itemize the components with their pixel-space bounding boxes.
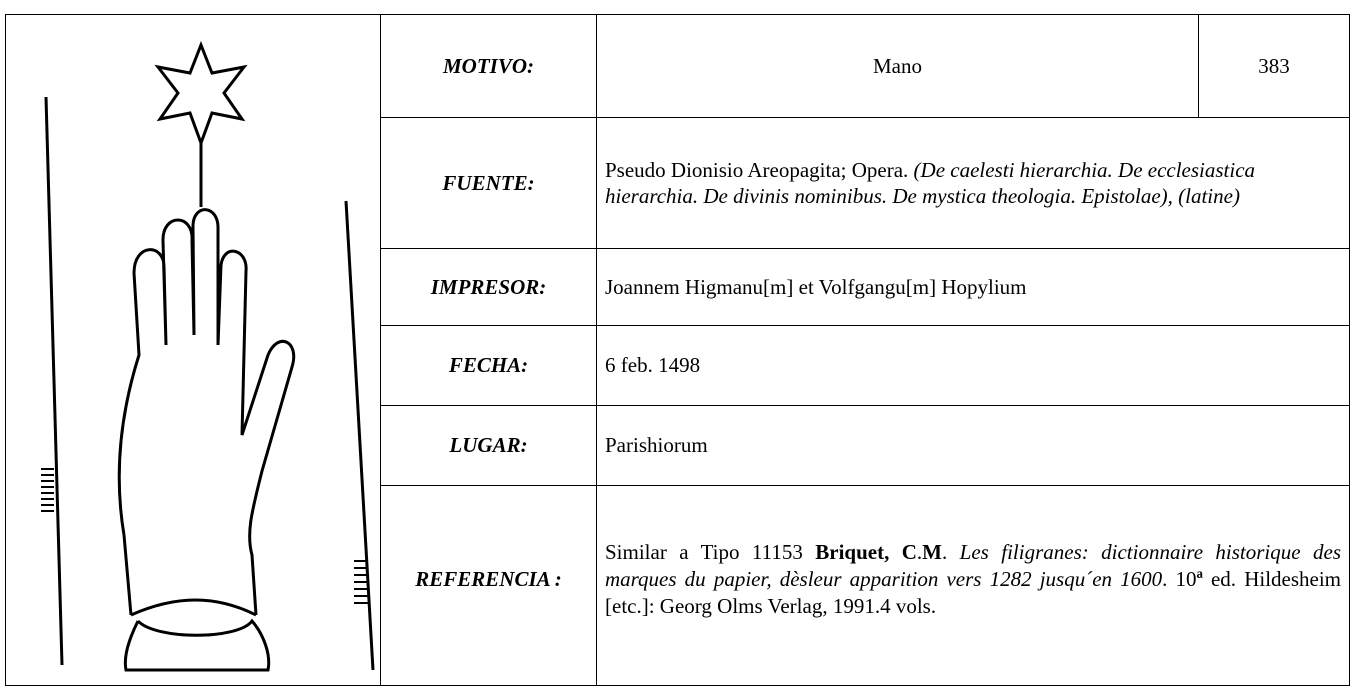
row-value: Mano [596, 14, 1199, 118]
row-value: Joannem Higmanu[m] et Volfgangu[m] Hopyl… [596, 248, 1350, 326]
row-value: Parishiorum [596, 405, 1350, 486]
value-text: Mano [873, 53, 922, 78]
value-text: . [942, 540, 960, 564]
value-text: Les filigranes: dictionnaire historique … [605, 540, 1341, 591]
value-text: (De caelesti hierarchia. De ecclesiastic… [605, 158, 1256, 208]
watermark-drawing [41, 40, 375, 672]
watermark-record: MOTIVO: Mano 383 FUENTE: Pseudo Dionisio… [5, 14, 1350, 686]
row-value: Pseudo Dionisio Areopagita; Opera. (De c… [596, 117, 1350, 249]
value-text: Briquet, C [815, 540, 917, 564]
row-label: IMPRESOR: [380, 248, 597, 326]
record-number: 383 [1198, 14, 1350, 118]
value-text: 6 feb. 1498 [605, 353, 701, 377]
row-label: FUENTE: [380, 117, 597, 249]
value-text: M [922, 540, 942, 564]
row-value: Similar a Tipo 11153 Briquet, C.M. Les f… [596, 485, 1350, 686]
value-text: ª [1196, 567, 1203, 591]
value-text: ed. Hildesheim [etc.]: Georg Olms Verlag… [605, 567, 1342, 618]
row-label: FECHA: [380, 325, 597, 406]
value-text: Pseudo Dionisio Areopagita; Opera. [605, 158, 914, 182]
row-label: LUGAR: [380, 405, 597, 486]
value-text: Parishiorum [605, 433, 708, 457]
row-value: 6 feb. 1498 [596, 325, 1350, 406]
value-text: . [916, 540, 923, 564]
row-label: REFERENCIA : [380, 485, 597, 686]
row-label: MOTIVO: [380, 14, 597, 118]
value-text: Similar a Tipo 11153 [605, 540, 816, 564]
watermark-image [5, 14, 381, 686]
value-text: Joannem Higmanu[m] et Volfgangu[m] Hopyl… [605, 274, 1027, 299]
value-text: . 10 [1162, 567, 1197, 591]
